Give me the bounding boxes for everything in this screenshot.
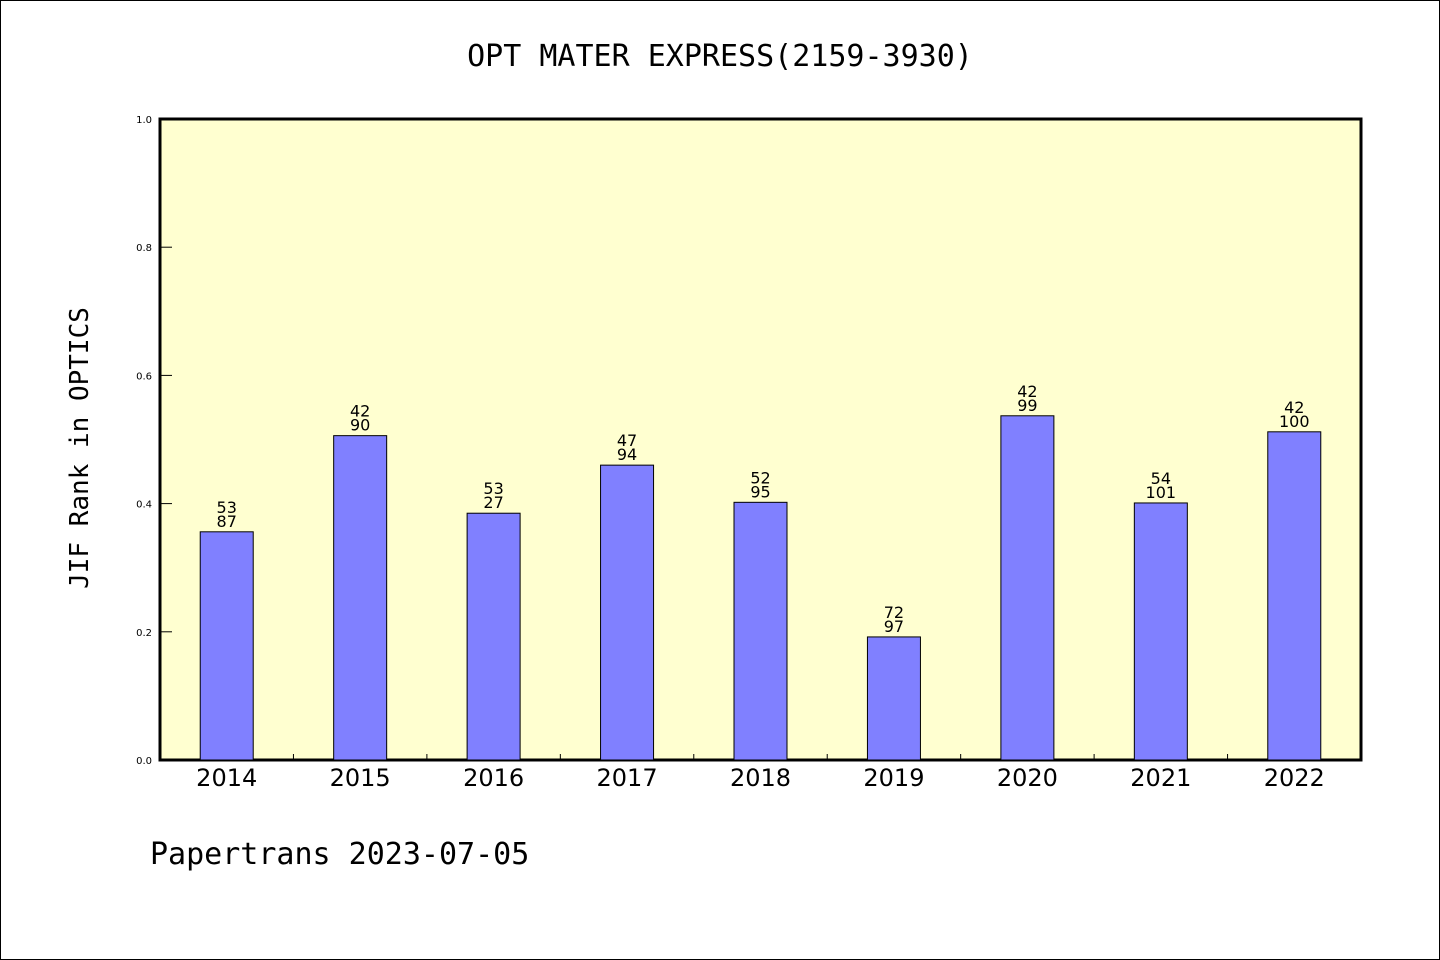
- y-tick-label: 0.4: [136, 500, 152, 511]
- rank-label-2022: 42: [1284, 398, 1304, 417]
- rank-label-2016: 53: [483, 479, 503, 498]
- footer-text: Papertrans 2023-07-05: [150, 837, 529, 872]
- total-label-2019: 97: [884, 617, 904, 636]
- x-tick-label-2015: 2015: [330, 764, 391, 792]
- total-label-2022: 100: [1279, 412, 1310, 431]
- y-tick-label: 0.6: [136, 371, 152, 382]
- total-label-2018: 95: [750, 482, 770, 501]
- bar-2018: [733, 501, 788, 761]
- rank-label-2018: 52: [750, 468, 770, 487]
- total-label-2020: 99: [1017, 396, 1037, 415]
- bar-2021: [1133, 502, 1188, 761]
- bar-2019: [866, 636, 921, 761]
- rank-label-2020: 42: [1017, 382, 1037, 401]
- x-tick-label-2019: 2019: [863, 764, 924, 792]
- chart-title: OPT MATER EXPRESS(2159-3930): [467, 39, 973, 74]
- total-label-2021: 101: [1146, 483, 1177, 502]
- x-axis-ticks: 2014 2015 2016 2017 2018 2019 2020 2021 2022: [196, 754, 1325, 792]
- y-axis-label: JIF Rank in OPTICS: [65, 307, 95, 589]
- bar-2022: [1267, 431, 1322, 761]
- x-tick-label-2020: 2020: [997, 764, 1058, 792]
- rank-label-2021: 54: [1151, 469, 1171, 488]
- x-tick-label-2022: 2022: [1264, 764, 1325, 792]
- bar-2015: [333, 435, 388, 761]
- total-label-2015: 90: [350, 416, 370, 435]
- total-label-2016: 27: [483, 493, 503, 512]
- bar-2020: [1000, 415, 1055, 761]
- rank-label-2017: 47: [617, 431, 637, 450]
- rank-label-2019: 72: [884, 603, 904, 622]
- bar-2014: [199, 531, 254, 761]
- y-tick-label: 0.0: [136, 756, 152, 767]
- bars: [199, 415, 1322, 761]
- x-tick-label-2017: 2017: [597, 764, 658, 792]
- x-tick-label-2014: 2014: [196, 764, 257, 792]
- y-tick-label: 1.0: [136, 115, 152, 126]
- x-tick-label-2018: 2018: [730, 764, 791, 792]
- bar-2017: [600, 464, 655, 761]
- y-tick-label: 0.8: [136, 243, 152, 254]
- rank-label-2015: 42: [350, 402, 370, 421]
- x-tick-label-2021: 2021: [1130, 764, 1191, 792]
- bar-2016: [466, 512, 521, 761]
- y-axis-ticks: 0.0 0.2 0.4 0.6 0.8 1.0: [136, 115, 172, 767]
- total-label-2014: 87: [217, 512, 237, 531]
- rank-label-2014: 53: [217, 498, 237, 517]
- y-tick-label: 0.2: [136, 628, 152, 639]
- x-tick-label-2016: 2016: [463, 764, 524, 792]
- total-label-2017: 94: [617, 445, 637, 464]
